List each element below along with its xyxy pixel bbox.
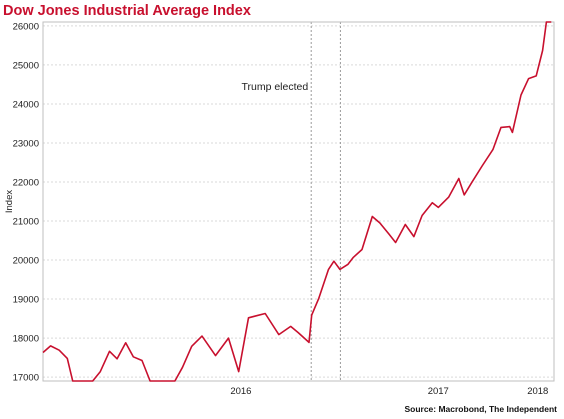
y-tick-label: 17000	[13, 373, 39, 384]
y-tick-label: 25000	[13, 60, 39, 71]
x-tick-label: 2017	[428, 386, 449, 397]
y-tick-label: 20000	[13, 256, 39, 267]
annotation-label: Trump elected	[241, 81, 308, 93]
series-line	[42, 21, 552, 382]
y-axis-label: Index	[4, 190, 15, 213]
vertical-reference-lines	[310, 22, 341, 381]
chart-title: Dow Jones Industrial Average Index	[3, 3, 251, 19]
y-tick-label: 23000	[13, 138, 39, 149]
y-axis-ticks: 17000 18000 19000 20000 21000 22000 23000 24000…	[13, 21, 39, 383]
y-tick-label: 22000	[13, 177, 39, 188]
y-tick-label: 26000	[13, 21, 39, 32]
y-tick-label: 24000	[13, 99, 39, 110]
y-tick-label: 18000	[13, 334, 39, 345]
x-axis-ticks: 2016 2017 2018	[230, 386, 548, 397]
annotations: Trump elected	[241, 81, 308, 93]
plot-frame	[42, 21, 555, 382]
x-tick-label: 2018	[527, 386, 548, 397]
grid-lines	[43, 25, 554, 378]
y-tick-label: 19000	[13, 295, 39, 306]
y-tick-label: 21000	[13, 217, 39, 228]
x-tick-label: 2016	[230, 386, 251, 397]
source-note: Source: Macrobond, The Independent	[404, 404, 557, 414]
